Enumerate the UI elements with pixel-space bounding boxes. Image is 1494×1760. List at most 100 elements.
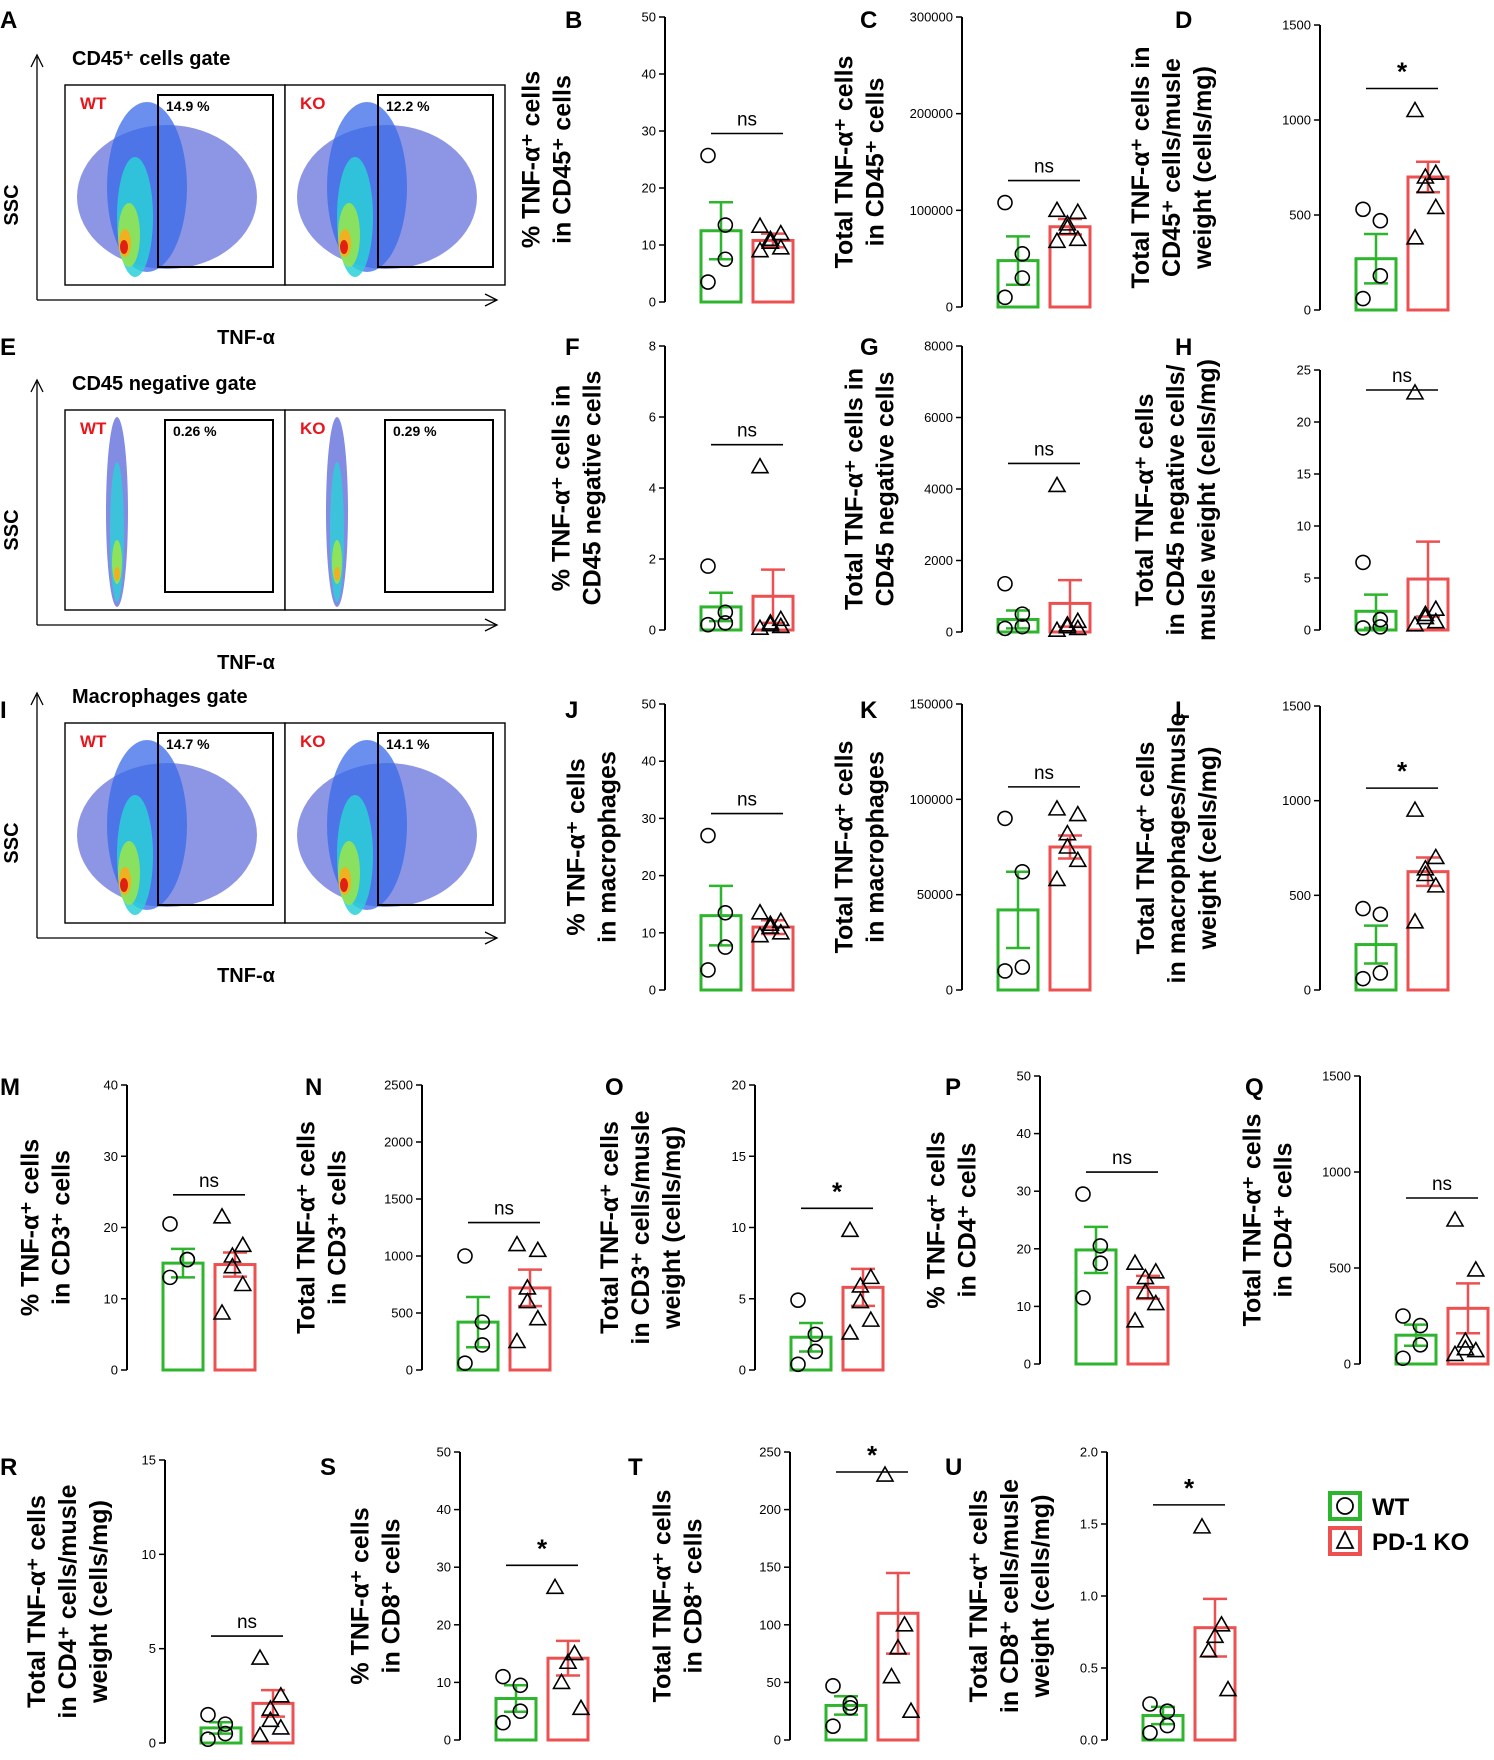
chart-panel-g: G 0 2000 4000 6000 8000 Total TNF-α⁺ cells in C… <box>841 334 1092 640</box>
y-tick-label: 100 <box>759 1617 781 1632</box>
y-tick-label: 10 <box>437 1675 451 1690</box>
data-point-wt <box>1142 1725 1158 1741</box>
y-axis-label: % TNF-α⁺ cells <box>347 1507 375 1684</box>
data-point-wt <box>1412 1317 1429 1334</box>
density-cloud <box>326 417 348 607</box>
y-axis-label: weight (cells/mg) <box>658 1126 686 1330</box>
data-point-ko <box>250 1648 270 1665</box>
y-axis-label: CD45 negative cells <box>872 372 900 607</box>
data-point-wt <box>717 604 734 621</box>
arrow-icon <box>484 618 499 632</box>
y-tick-label: 0 <box>649 983 656 998</box>
chart-panel-r: R 0 5 10 15 Total TNF-α⁺ cells in CD4⁺ cells/m… <box>0 1453 295 1751</box>
gate-percentage: 0.29 % <box>393 423 437 439</box>
data-point-wt <box>1014 618 1031 635</box>
data-point-ko <box>1416 864 1435 882</box>
data-point-wt <box>1159 1717 1176 1734</box>
data-point-wt <box>512 1677 529 1694</box>
data-point-wt <box>1355 201 1371 218</box>
panel-letter: G <box>860 334 879 361</box>
data-point-ko <box>771 609 791 627</box>
flow-panel-e: E CD45 negative gate SSC TNF-α WT 0.26 % KO 0.2… <box>0 334 506 674</box>
data-point-ko <box>1466 1340 1486 1358</box>
y-tick-label: 0 <box>149 1736 156 1751</box>
data-point-ko <box>565 1643 584 1661</box>
y-tick-label: 10 <box>642 925 656 940</box>
data-point-wt <box>457 1355 473 1371</box>
y-tick-label: 20 <box>642 181 656 196</box>
chart-panel-m: M 0 10 20 30 40 % TNF-α⁺ cells in CD3⁺ cells ns <box>0 1074 257 1378</box>
legend-label-wt: WT <box>1372 1494 1410 1521</box>
y-axis-label: in CD3⁺ cells/musle <box>627 1110 655 1344</box>
data-point-ko <box>1405 228 1425 245</box>
y-tick-label: 200000 <box>910 106 953 121</box>
y-tick-label: 6000 <box>924 410 953 425</box>
data-point-wt <box>217 1725 234 1742</box>
data-point-ko <box>750 241 770 258</box>
data-point-wt <box>825 1678 841 1694</box>
genotype-label: KO <box>300 94 326 113</box>
y-axis-label: Total TNF-α⁺ cells <box>1131 394 1159 607</box>
chart-panel-b: B 0 10 20 30 40 50 % TNF-α⁺ cells in CD45⁺ cells… <box>518 7 795 310</box>
y-tick-label: 150 <box>759 1560 781 1575</box>
data-point-wt <box>1014 959 1031 975</box>
arrow-icon <box>30 53 44 68</box>
chart-panel-j: J 0 10 20 30 40 50 % TNF-α⁺ cells in macrophages… <box>563 697 795 998</box>
chart-panel-d: D 0 500 1000 1500 Total TNF-α⁺ cells in CD45⁺ … <box>1127 7 1450 318</box>
y-tick-label: 0.5 <box>1080 1661 1098 1676</box>
data-point-wt <box>1372 267 1389 284</box>
y-tick-label: 100000 <box>910 203 953 218</box>
genotype-label: WT <box>80 94 107 113</box>
data-point-ko <box>212 1303 232 1320</box>
data-point-ko <box>1466 1260 1486 1277</box>
data-point-wt <box>1372 619 1389 635</box>
data-point-wt <box>997 620 1013 637</box>
y-axis-label: in CD3⁺ cells <box>324 1150 352 1305</box>
data-point-ko <box>750 457 770 474</box>
data-point-ko <box>545 1577 565 1595</box>
data-point-ko <box>1068 611 1088 629</box>
data-point-wt <box>717 217 734 233</box>
data-point-wt <box>495 1668 511 1685</box>
y-tick-label: 0 <box>946 300 953 315</box>
chart-panel-s: S 0 10 20 30 40 50 % TNF-α⁺ cells in CD8⁺ cells * <box>320 1445 591 1748</box>
data-point-ko <box>771 238 791 255</box>
flow-panel-i: I Macrophages gate SSC TNF-α WT 14.7 % KO 14.1 … <box>0 686 506 987</box>
data-point-ko <box>851 1291 870 1309</box>
data-point-ko <box>1456 1331 1475 1348</box>
data-point-wt <box>1395 1350 1411 1367</box>
y-tick-label: 0 <box>649 295 656 310</box>
y-tick-label: 2000 <box>924 553 953 568</box>
data-point-wt <box>200 1706 216 1723</box>
data-point-wt <box>700 147 716 164</box>
y-tick-label: 2 <box>649 552 656 567</box>
data-point-wt <box>700 274 716 290</box>
y-axis-label: CD45⁺ cells/musle <box>1158 58 1186 277</box>
data-point-wt <box>717 939 734 955</box>
significance-label: * <box>1397 756 1408 786</box>
flow-plot-ko <box>284 409 506 611</box>
cloud-layer <box>120 878 128 892</box>
data-point-ko <box>528 1240 548 1258</box>
data-point-ko <box>1416 859 1435 876</box>
density-cloud <box>106 417 128 607</box>
data-point-ko <box>1058 617 1077 634</box>
chart-panel-n: N 0 500 1000 1500 2000 2500 Total TNF-α⁺ cells i… <box>293 1074 552 1378</box>
data-point-ko <box>1445 1210 1465 1227</box>
y-tick-label: 8 <box>649 339 656 354</box>
data-point-wt <box>1372 212 1389 229</box>
data-point-ko <box>271 1686 291 1703</box>
y-axis-label: in macrophages/musle <box>1163 712 1191 983</box>
y-tick-label: 2000 <box>384 1135 413 1150</box>
bar-wt <box>161 1261 205 1372</box>
significance-label: ns <box>737 110 757 131</box>
data-point-ko <box>1058 218 1077 235</box>
chart-panel-k: K 0 50000 100000 150000 Total TNF-α⁺ cells in … <box>831 697 1092 998</box>
y-axis-label: Total TNF-α⁺ cells <box>23 1495 51 1708</box>
gate-box <box>157 732 274 906</box>
flow-x-label: TNF-α <box>217 327 276 349</box>
data-point-ko <box>1205 1626 1225 1644</box>
significance-label: ns <box>1034 439 1054 460</box>
data-point-ko <box>1426 847 1446 865</box>
